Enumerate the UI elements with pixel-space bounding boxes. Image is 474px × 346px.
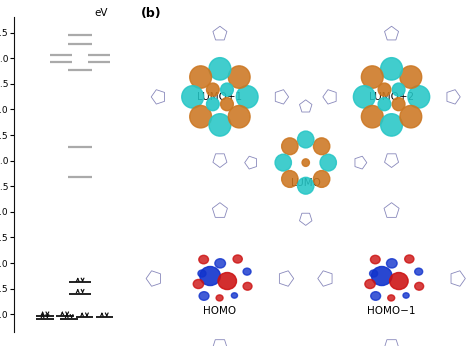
Ellipse shape — [298, 177, 314, 194]
Ellipse shape — [228, 66, 250, 88]
Ellipse shape — [282, 171, 298, 188]
Ellipse shape — [220, 98, 233, 111]
Ellipse shape — [243, 282, 252, 290]
Ellipse shape — [408, 86, 430, 108]
Ellipse shape — [199, 292, 209, 300]
Ellipse shape — [207, 83, 219, 96]
Ellipse shape — [415, 282, 424, 290]
Ellipse shape — [231, 293, 237, 298]
Text: (b): (b) — [141, 7, 162, 20]
Ellipse shape — [198, 270, 206, 277]
Text: HOMO: HOMO — [203, 306, 237, 316]
Ellipse shape — [388, 295, 395, 301]
Ellipse shape — [415, 268, 423, 275]
Ellipse shape — [381, 114, 402, 136]
Ellipse shape — [282, 138, 298, 155]
Text: eV: eV — [94, 8, 108, 18]
Ellipse shape — [378, 98, 391, 111]
Ellipse shape — [371, 292, 381, 300]
Text: HOMO−1: HOMO−1 — [367, 306, 416, 316]
Ellipse shape — [220, 83, 233, 96]
Ellipse shape — [378, 83, 391, 96]
Ellipse shape — [372, 266, 392, 285]
Ellipse shape — [403, 293, 409, 298]
Ellipse shape — [190, 66, 211, 88]
Ellipse shape — [302, 159, 310, 166]
Ellipse shape — [365, 280, 375, 289]
Ellipse shape — [313, 171, 330, 188]
Ellipse shape — [361, 66, 383, 88]
Ellipse shape — [193, 280, 204, 289]
Ellipse shape — [275, 154, 292, 171]
Ellipse shape — [400, 106, 422, 128]
Ellipse shape — [298, 131, 314, 148]
Ellipse shape — [215, 259, 226, 268]
Text: LUMO+2: LUMO+2 — [369, 92, 414, 102]
Ellipse shape — [320, 154, 337, 171]
Ellipse shape — [392, 98, 405, 111]
Ellipse shape — [199, 255, 209, 264]
Ellipse shape — [243, 268, 251, 275]
Ellipse shape — [392, 83, 405, 96]
Ellipse shape — [313, 138, 330, 155]
Ellipse shape — [233, 255, 242, 263]
Ellipse shape — [386, 259, 397, 268]
Ellipse shape — [390, 273, 408, 290]
Ellipse shape — [354, 86, 375, 108]
Ellipse shape — [361, 106, 383, 128]
Ellipse shape — [207, 98, 219, 111]
Ellipse shape — [405, 255, 414, 263]
Ellipse shape — [370, 270, 378, 277]
Ellipse shape — [400, 66, 422, 88]
Ellipse shape — [209, 58, 231, 80]
Ellipse shape — [371, 255, 380, 264]
Ellipse shape — [182, 86, 203, 108]
Ellipse shape — [200, 266, 220, 285]
Text: LUMO: LUMO — [291, 178, 321, 188]
Text: LUMO+1: LUMO+1 — [197, 92, 243, 102]
Ellipse shape — [209, 114, 231, 136]
Ellipse shape — [218, 273, 237, 290]
Ellipse shape — [190, 106, 211, 128]
Ellipse shape — [228, 106, 250, 128]
Ellipse shape — [216, 295, 223, 301]
Ellipse shape — [381, 58, 402, 80]
Ellipse shape — [236, 86, 258, 108]
